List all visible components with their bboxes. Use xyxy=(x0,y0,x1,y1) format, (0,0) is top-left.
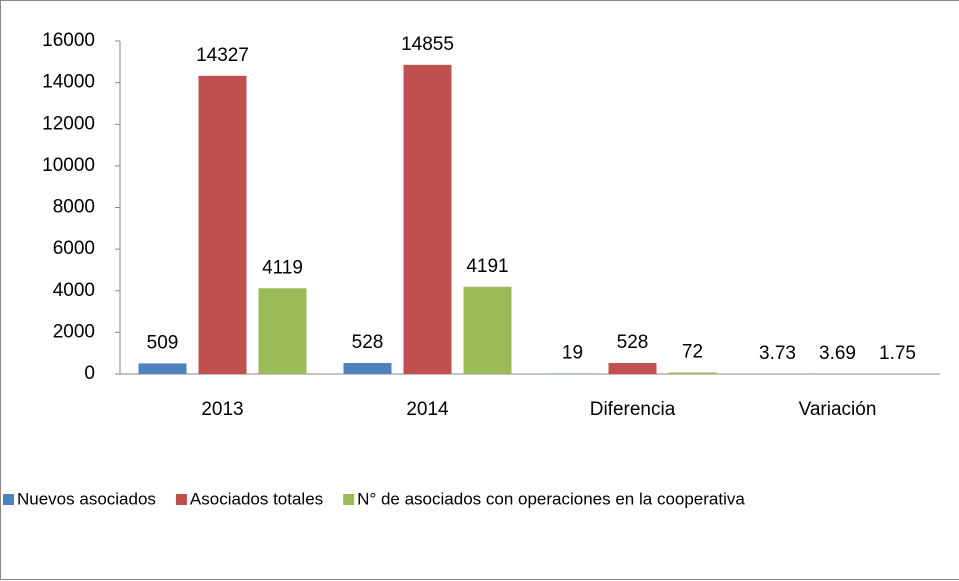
legend-swatch xyxy=(343,494,355,505)
x-tick-label: 2013 xyxy=(201,399,243,420)
bar xyxy=(403,64,452,374)
data-label: 14855 xyxy=(401,34,454,55)
y-tick-label: 10000 xyxy=(42,155,95,176)
y-tick-label: 14000 xyxy=(42,72,95,93)
y-tick-label: 6000 xyxy=(53,238,95,259)
y-tick-label: 4000 xyxy=(53,280,95,301)
data-label: 528 xyxy=(352,332,384,353)
data-label: 4119 xyxy=(262,257,303,278)
y-tick-label: 16000 xyxy=(42,30,95,51)
x-tick-label: Variación xyxy=(799,399,877,420)
data-label: 528 xyxy=(617,332,649,353)
legend-label: Nuevos asociados xyxy=(17,489,156,508)
bar xyxy=(138,363,187,374)
bar xyxy=(258,288,307,374)
x-tick-label: 2014 xyxy=(406,399,449,420)
data-label: 14327 xyxy=(196,45,249,66)
y-tick-label: 2000 xyxy=(53,321,95,342)
data-label: 3.69 xyxy=(819,343,856,364)
data-label: 72 xyxy=(682,342,703,363)
legend-swatch xyxy=(3,494,14,505)
bar xyxy=(463,286,512,374)
data-label: 509 xyxy=(147,332,179,353)
data-label: 3.73 xyxy=(759,343,796,364)
legend-swatch xyxy=(175,494,187,505)
legend-label: Asociados totales xyxy=(190,489,323,508)
x-tick-label: Diferencia xyxy=(590,399,676,420)
legend-label: N° de asociados con operaciones en la co… xyxy=(357,489,745,508)
bar xyxy=(198,75,247,375)
y-tick-label: 0 xyxy=(84,363,95,384)
bar xyxy=(608,363,657,374)
data-label: 19 xyxy=(562,343,583,364)
y-tick-label: 8000 xyxy=(53,197,95,218)
bar xyxy=(668,372,717,374)
data-label: 1.75 xyxy=(879,343,916,364)
bar xyxy=(343,363,392,374)
y-tick-label: 12000 xyxy=(42,113,95,134)
data-label: 4191 xyxy=(466,256,508,277)
